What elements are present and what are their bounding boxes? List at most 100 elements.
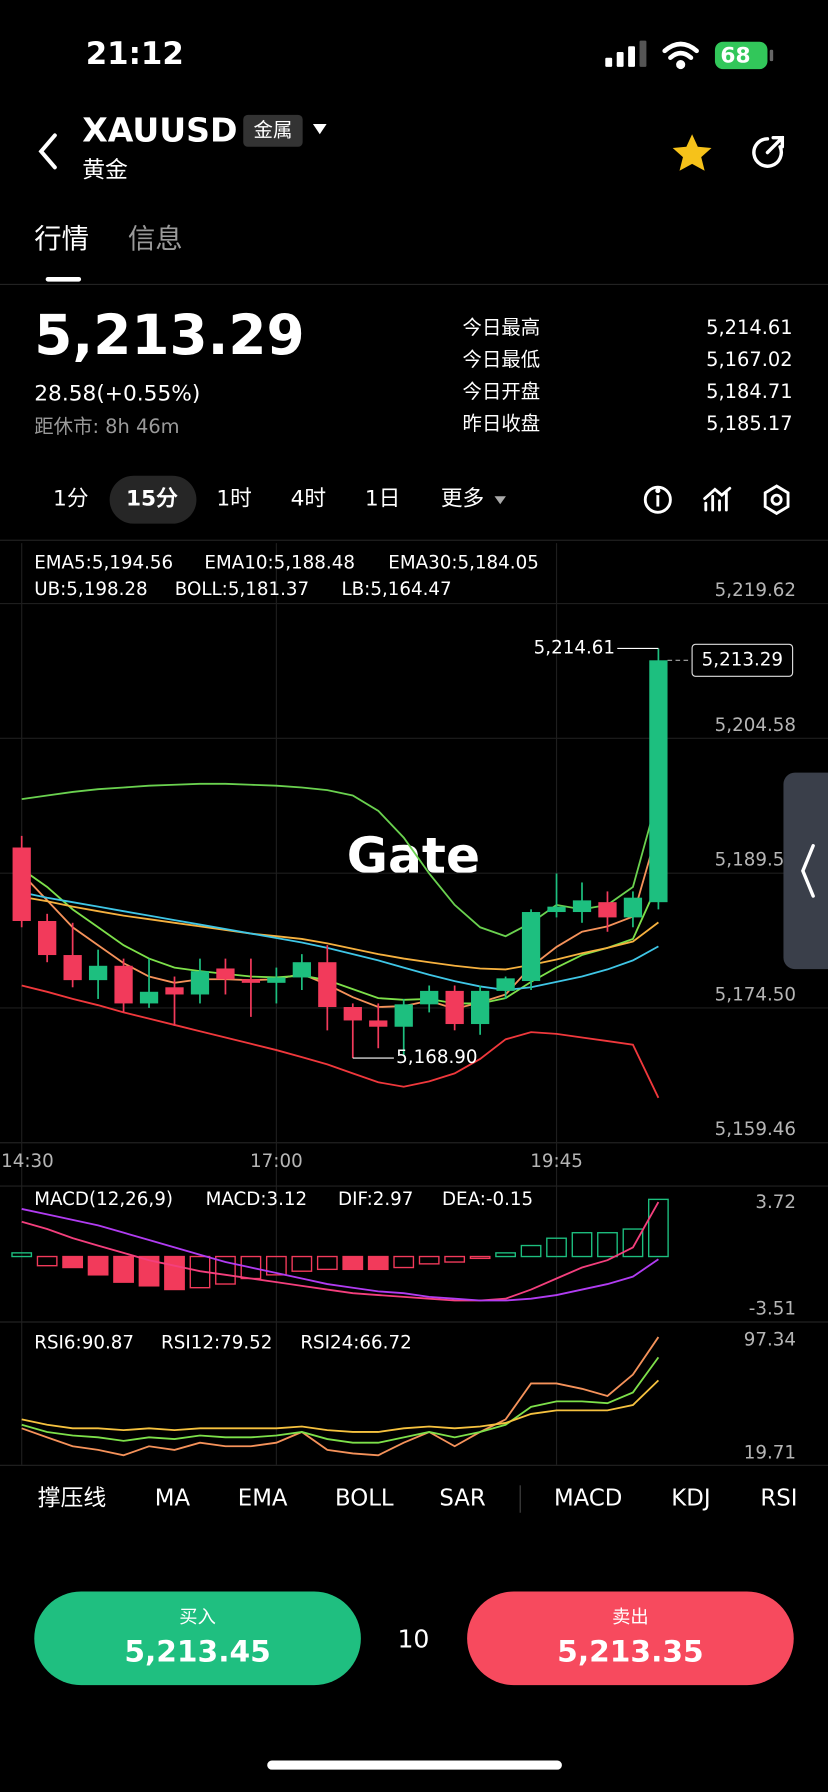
macd-bar — [597, 1232, 618, 1258]
signal-icon — [605, 40, 647, 67]
high-label: 5,214.61 — [534, 637, 615, 658]
candle-body — [292, 962, 311, 978]
divider — [0, 1464, 828, 1466]
timeframe[interactable]: 15分 — [126, 487, 178, 512]
macd-bar — [11, 1252, 33, 1258]
macd-bar — [367, 1255, 389, 1271]
timeframe[interactable]: 1时 — [216, 487, 252, 512]
legend-entry: DIF:2.97 — [338, 1189, 413, 1210]
last-price-tag — [691, 643, 794, 677]
stat-value: 5,167.02 — [706, 348, 792, 371]
indicator-tab[interactable]: MACD — [554, 1486, 622, 1512]
y-tick-label: -3.51 — [749, 1298, 796, 1319]
drawer-chevron — [801, 844, 815, 898]
candle-body — [12, 847, 31, 921]
x-tick-label: 19:45 — [530, 1151, 583, 1172]
indicator-tab[interactable]: MA — [155, 1486, 191, 1512]
stat-label: 今日最低 — [463, 348, 541, 371]
candle-body — [139, 991, 159, 1004]
wifi-icon — [662, 41, 699, 70]
indicator-icon[interactable] — [703, 486, 732, 512]
share-button[interactable] — [752, 135, 785, 168]
candle-body — [521, 912, 541, 982]
candle-body — [420, 990, 439, 1005]
sell-price: 5,213.35 — [557, 1635, 703, 1670]
indicator-tab[interactable]: BOLL — [335, 1486, 394, 1512]
macd-bar — [393, 1255, 415, 1269]
macd-bar — [265, 1255, 287, 1276]
stat-value: 5,185.17 — [706, 412, 792, 435]
candle-body — [470, 990, 490, 1025]
macd-bar — [36, 1255, 58, 1267]
settings-icon[interactable] — [763, 484, 790, 516]
indicator-tab[interactable]: EMA — [238, 1486, 288, 1512]
macd-bar — [418, 1255, 440, 1265]
macd-bar — [215, 1255, 236, 1285]
indicator-tab[interactable]: KDJ — [671, 1486, 710, 1512]
back-button[interactable] — [38, 133, 57, 170]
macd-bar — [469, 1255, 491, 1260]
market-close: 距休市: 8h 46m — [34, 415, 179, 438]
indicator-tab[interactable]: 撑压线 — [38, 1486, 106, 1512]
favorite-star[interactable] — [672, 134, 712, 171]
tab-active[interactable]: 行情 — [34, 224, 89, 255]
macd-bar — [622, 1228, 644, 1258]
legend-entry: EMA10:5,188.48 — [204, 553, 355, 574]
clock: 21:12 — [86, 36, 184, 72]
y-tick-label: 97.34 — [744, 1329, 796, 1350]
timeframe[interactable]: 1分 — [53, 487, 88, 512]
candle-body — [598, 902, 617, 918]
divider — [0, 283, 828, 285]
stat-label: 今日开盘 — [463, 380, 541, 403]
indicator-line — [21, 895, 659, 971]
stat-label: 昨日收盘 — [463, 412, 541, 435]
candle-body — [343, 1007, 362, 1021]
home-indicator — [267, 1760, 562, 1770]
sell-button[interactable] — [467, 1591, 794, 1686]
macd-bar — [164, 1255, 185, 1291]
buy-button[interactable] — [34, 1591, 361, 1686]
candle-body — [267, 977, 286, 983]
macd-bar — [648, 1198, 669, 1258]
legend-entry: RSI6:90.87 — [34, 1333, 134, 1354]
x-tick-label: 14:30 — [1, 1151, 54, 1172]
timeframe[interactable]: 4时 — [291, 487, 327, 512]
legend-entry: EMA5:5,194.56 — [34, 553, 173, 574]
side-drawer-handle[interactable] — [783, 772, 828, 970]
info-icon[interactable] — [643, 485, 672, 514]
charts: 14:30 17:00 19:45 5,219.62 5,204.58 5,189.54 5… — [0, 543, 828, 1465]
more-dropdown[interactable] — [494, 496, 506, 505]
y-tick-label: 3.72 — [755, 1192, 796, 1213]
stats: 今日最高 5,214.61 今日最低 5,167.02 今日开盘 5,184.71 昨日收盘… — [463, 316, 793, 435]
candle-body — [445, 990, 464, 1025]
y-tick-label: 5,174.50 — [715, 984, 796, 1005]
indicator-tab[interactable]: SAR — [439, 1486, 486, 1512]
indicator-line — [21, 1201, 660, 1302]
battery-level: 68 — [720, 44, 750, 69]
indicator-tab[interactable]: RSI — [760, 1486, 797, 1512]
timeframe-selected-bg — [109, 475, 197, 524]
symbol-dropdown[interactable] — [312, 123, 327, 135]
last-price: 5,213.29 — [34, 303, 304, 367]
panel-title: MACD(12,26,9) — [34, 1189, 173, 1210]
divider — [0, 539, 828, 541]
y-tick-label: 5,219.62 — [715, 580, 796, 601]
candle-body — [496, 978, 515, 991]
indicator-line — [21, 891, 659, 991]
macd-bar — [546, 1237, 567, 1258]
legend-entry: LB:5,164.47 — [341, 579, 451, 600]
toolbar-separator — [519, 1485, 521, 1513]
symbol-name: 黄金 — [82, 157, 128, 183]
timeframe[interactable]: 更多 — [441, 487, 484, 512]
candle-body — [369, 1020, 388, 1027]
legend-entry: MACD:3.12 — [206, 1189, 308, 1210]
tab[interactable]: 信息 — [128, 224, 183, 255]
battery — [714, 41, 768, 70]
quantity[interactable]: 10 — [397, 1625, 429, 1654]
y-tick-label: 19.71 — [744, 1442, 796, 1463]
candle-body — [394, 1004, 413, 1027]
timeframe[interactable]: 1日 — [365, 487, 401, 512]
